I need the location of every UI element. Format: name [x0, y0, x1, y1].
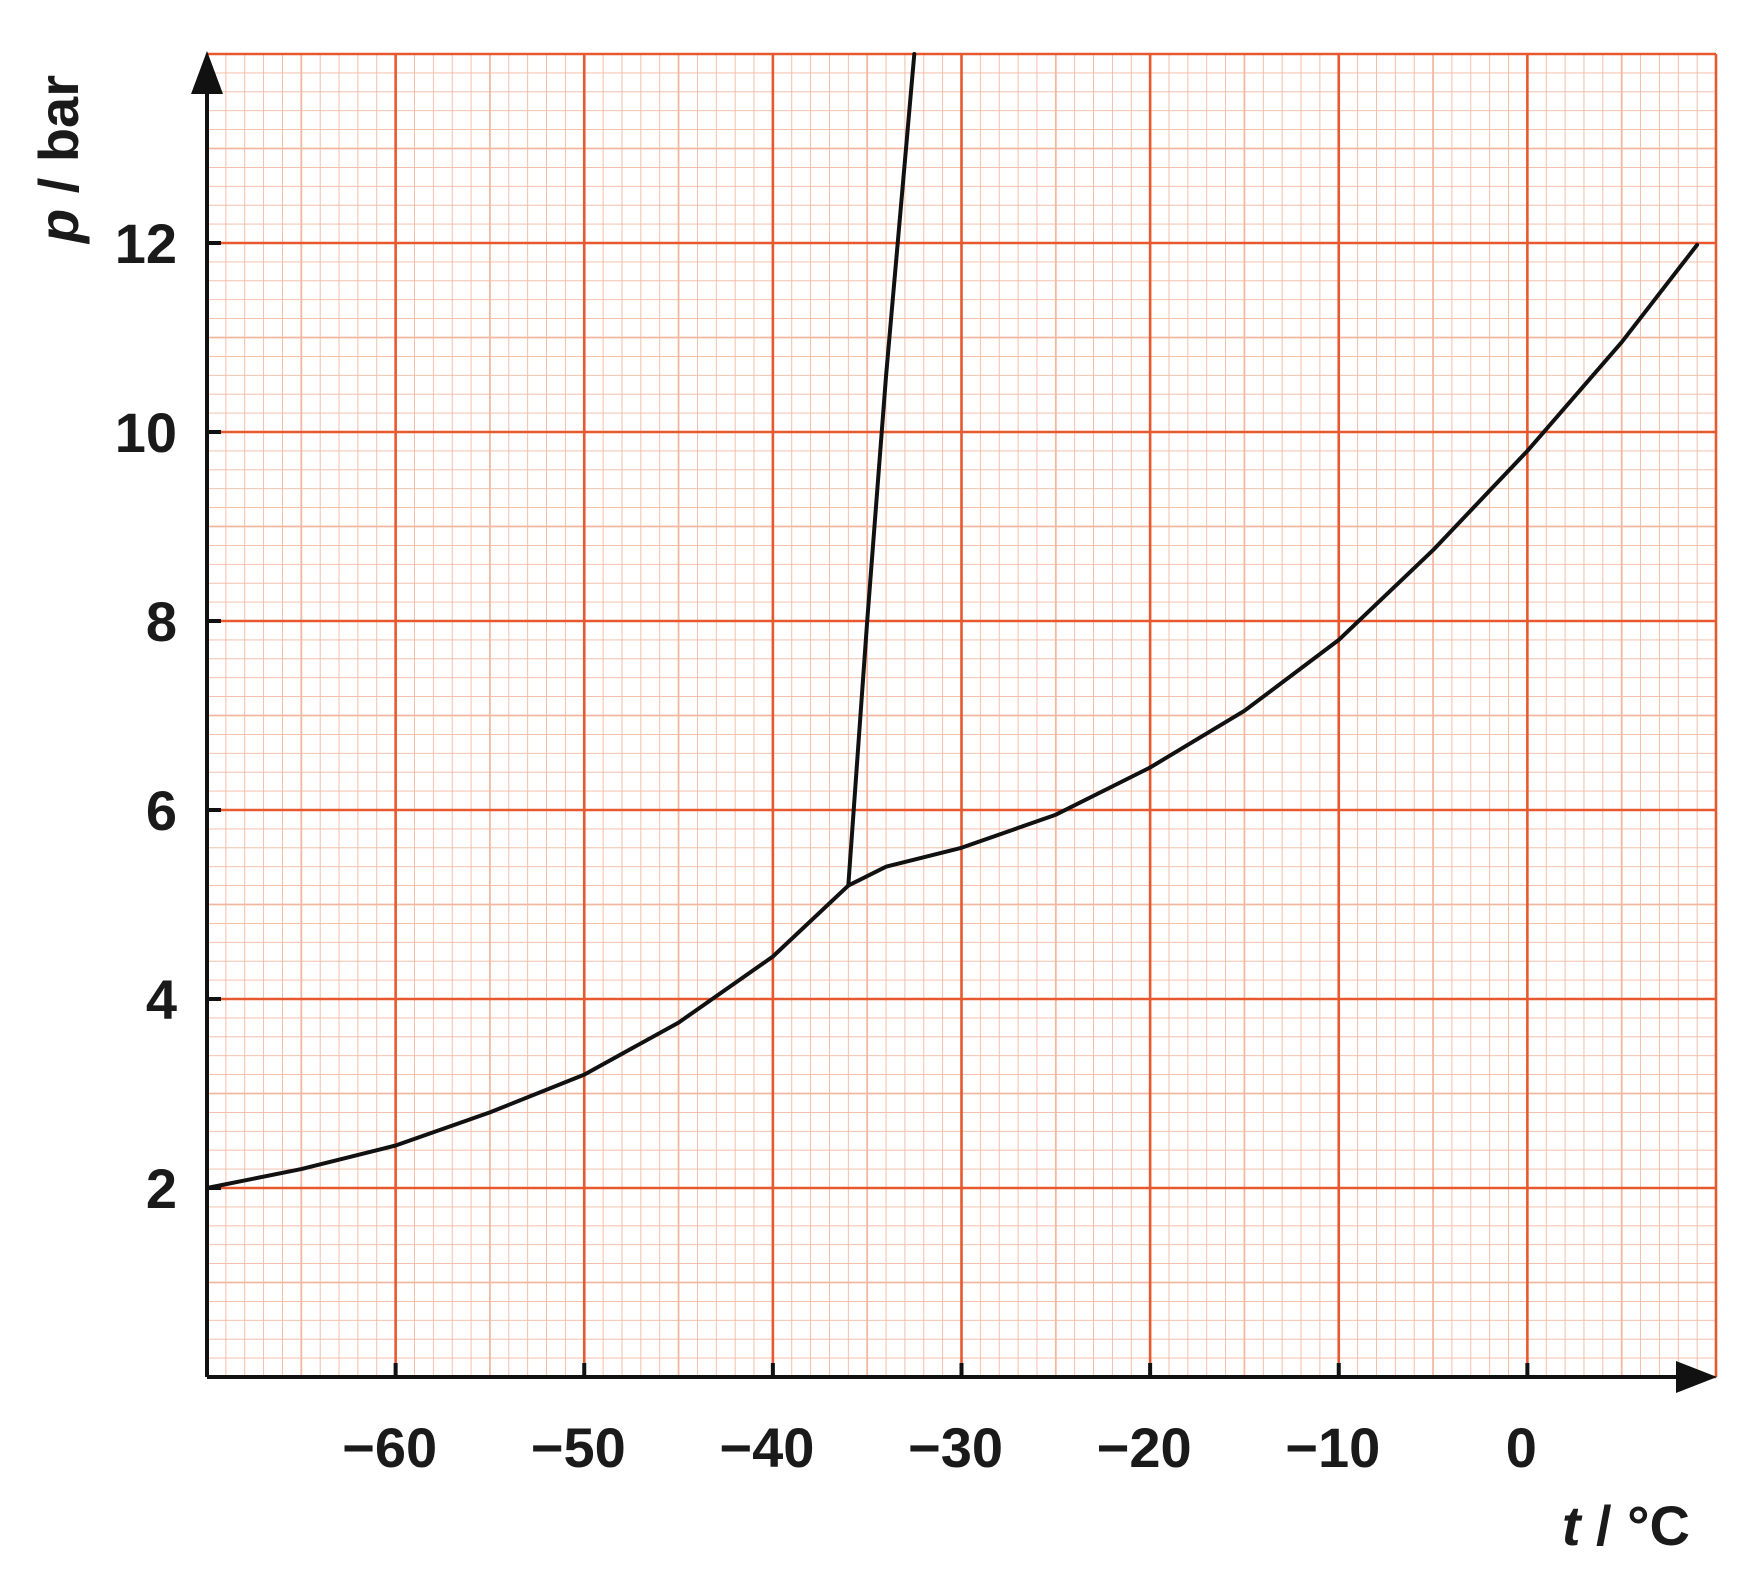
y-axis-arrow [191, 51, 223, 94]
x-axis-symbol: t [1562, 1494, 1583, 1557]
curve-3 [846, 52, 917, 888]
x-tick-label: −50 [531, 1416, 626, 1479]
y-axis-unit: / bar [27, 75, 90, 209]
x-tick-label: −10 [1285, 1416, 1380, 1479]
y-tick-label: 8 [146, 590, 177, 653]
x-tick-label: 0 [1506, 1416, 1537, 1479]
y-tick-label: 12 [115, 212, 177, 275]
x-axis-title: t / °C [1562, 1494, 1690, 1557]
curve-2 [846, 242, 1700, 888]
x-tick-label: −30 [908, 1416, 1003, 1479]
x-axis-unit: / °C [1580, 1494, 1690, 1557]
x-axis-arrow [1676, 1361, 1717, 1393]
major-grid [205, 52, 1718, 1379]
y-tick-label: 4 [146, 968, 177, 1031]
x-tick-label: −60 [342, 1416, 437, 1479]
ticks [207, 241, 1530, 1377]
x-tick-label: −20 [1097, 1416, 1192, 1479]
curve-1 [205, 883, 851, 1190]
y-tick-label: 2 [146, 1157, 177, 1220]
axes [191, 51, 1717, 1393]
y-axis-symbol: p [27, 209, 90, 245]
x-tick-label: −40 [719, 1416, 814, 1479]
y-tick-label: 10 [115, 401, 177, 464]
y-axis-title: p / bar [27, 75, 90, 245]
y-tick-label: 6 [146, 779, 177, 842]
curves [205, 52, 1700, 1190]
tick-labels: −60 −50 −40 −30 −20 −10 0 2 4 6 8 10 12 [115, 212, 1537, 1479]
